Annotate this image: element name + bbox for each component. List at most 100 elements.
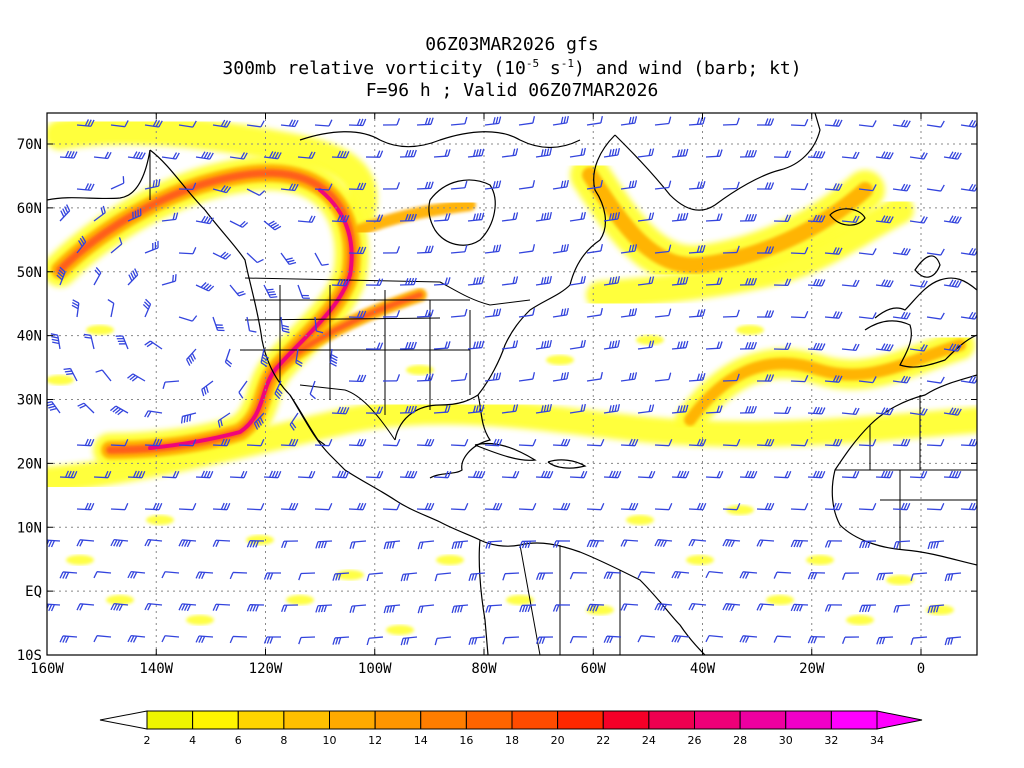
wind-barb: [59, 635, 78, 643]
shade-speckle: [686, 555, 714, 565]
wind-barb: [144, 438, 163, 447]
wind-barb: [552, 115, 569, 126]
wind-barb: [484, 308, 502, 318]
wind-barb: [63, 367, 78, 382]
wind-barb: [586, 539, 605, 548]
colorbar-under-arrow: [99, 710, 148, 730]
wind-barb: [246, 604, 265, 612]
shade-speckle: [506, 595, 534, 605]
wind-barb: [451, 540, 469, 550]
lat-tick-label: 60N: [17, 201, 42, 217]
wind-barb: [297, 215, 316, 223]
wind-barb: [365, 278, 384, 286]
colorbar-swatch: [374, 710, 422, 730]
wind-barb: [450, 308, 468, 318]
wind-barb: [263, 636, 282, 644]
wind-barb: [620, 603, 639, 611]
wind-barb: [127, 470, 146, 479]
wind-barb: [178, 120, 197, 128]
wind-barb: [927, 540, 945, 550]
wind-barb: [366, 636, 384, 646]
wind-barb: [875, 279, 894, 288]
wind-barb: [195, 215, 214, 225]
wind-barb: [297, 151, 316, 159]
wind-barb: [552, 438, 571, 447]
wind-barb: [773, 635, 792, 643]
wind-barb: [875, 470, 894, 479]
wind-barb: [348, 310, 367, 319]
wind-barb: [586, 115, 603, 126]
wind-barb: [705, 570, 724, 579]
wind-barb: [535, 403, 552, 414]
wind-barb: [841, 470, 860, 479]
wind-barb: [756, 539, 775, 547]
wind-barb: [841, 343, 860, 352]
wind-barb: [314, 503, 333, 511]
wind-barb: [603, 148, 621, 158]
wind-barb: [671, 470, 690, 479]
wind-barb: [637, 404, 655, 414]
wind-barb: [586, 603, 605, 612]
wind-barb: [722, 503, 741, 511]
colorbar-swatch: [237, 710, 285, 730]
wind-barb: [859, 604, 877, 613]
wind-barb: [76, 502, 95, 511]
wind-barb: [586, 371, 603, 382]
wind-barb: [943, 279, 962, 288]
wind-barb: [110, 176, 125, 190]
shade-speckle: [246, 535, 274, 545]
wind-barb: [484, 180, 502, 190]
wind-barb: [434, 636, 452, 646]
wind-barb: [620, 438, 639, 447]
lon-tick-label: 0: [917, 661, 925, 677]
wind-barb: [331, 150, 350, 159]
wind-barb: [892, 375, 911, 384]
shade-east-atlantic-mid: [684, 339, 966, 426]
wind-barb: [144, 502, 163, 511]
wind-barb: [927, 604, 945, 614]
wind-barb: [824, 247, 843, 255]
lon-tick-label: 100W: [358, 661, 392, 677]
wind-barb: [603, 635, 622, 644]
shade-speckle: [886, 575, 914, 585]
wind-barb: [331, 470, 350, 479]
wind-barb: [909, 280, 928, 288]
wind-barb: [586, 307, 603, 318]
wind-barb: [518, 308, 536, 318]
wind-barb: [383, 540, 401, 550]
wind-barb: [739, 470, 758, 479]
shade-speckle: [66, 555, 94, 565]
wind-barb: [263, 572, 282, 580]
wind-barb: [773, 342, 792, 350]
wind-barb: [943, 470, 962, 479]
us-mexico-border: [299, 384, 396, 441]
wind-barb: [366, 572, 384, 582]
wind-barb: [180, 412, 197, 424]
shade-speckle: [736, 325, 764, 335]
wind-barb: [909, 216, 928, 224]
wind-barb: [569, 470, 588, 479]
wind-barb: [331, 406, 350, 415]
wind-barb: [926, 248, 945, 256]
wind-barb: [56, 266, 66, 286]
wind-barb: [399, 213, 417, 222]
sa-borders: [519, 544, 621, 655]
coastline-europe: [864, 277, 977, 368]
wind-barb: [620, 502, 639, 511]
wind-barb: [671, 340, 689, 350]
wind-barb: [178, 503, 197, 511]
wind-barb: [71, 299, 80, 318]
colorbar-swatch: [283, 710, 330, 730]
coastline-british-isles: [914, 255, 941, 278]
wind-barb: [893, 604, 911, 613]
wind-barb: [620, 116, 638, 126]
wind-barb: [807, 342, 826, 351]
title-line-1: 06Z03MAR2026 gfs: [425, 34, 599, 55]
wind-barb: [688, 181, 706, 190]
wind-barb: [161, 274, 177, 286]
wind-barb: [253, 412, 265, 430]
wind-barb: [365, 150, 384, 158]
colorbar-swatch: [146, 710, 194, 730]
wind-barb: [824, 311, 843, 319]
wind-barb: [756, 438, 775, 447]
